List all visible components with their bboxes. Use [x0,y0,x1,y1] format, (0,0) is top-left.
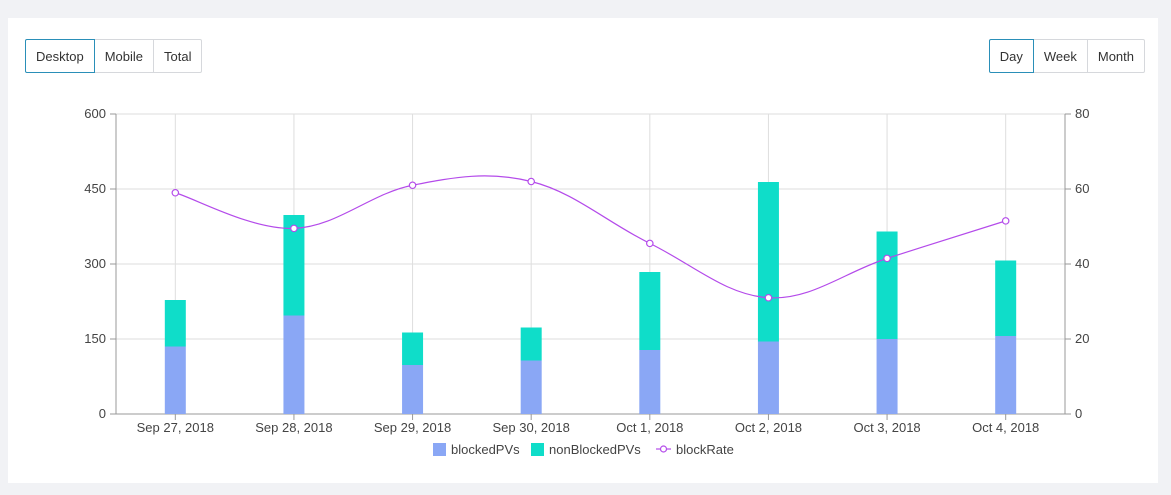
period-filter-group: Day Week Month [988,39,1145,73]
x-tick-label: Sep 30, 2018 [493,420,570,435]
y-left-tick-label: 0 [99,406,106,421]
legend-nonBlockedPVs-label: nonBlockedPVs [549,442,641,457]
x-tick-label: Oct 1, 2018 [616,420,683,435]
legend-blockedPVs-label: blockedPVs [451,442,520,457]
y-left-tick-label: 450 [84,181,106,196]
y-left-tick-label: 150 [84,331,106,346]
y-left-tick-label: 300 [84,256,106,271]
chart-card: Desktop Mobile Total Day Week Month 0 150… [8,18,1158,483]
point-blockRate [408,181,417,190]
bar-blockedPVs [402,365,424,414]
bar-blockedPVs [995,336,1017,414]
device-filter-group: Desktop Mobile Total [25,39,203,73]
x-tick-label: Oct 2, 2018 [735,420,802,435]
stacked-bar-line-chart: 0 150 300 450 600 0 20 40 60 80 Sep 27, 2018 Sep 28… [84,106,1089,457]
y-right-tick-label: 20 [1075,331,1089,346]
x-tick-label: Oct 3, 2018 [853,420,920,435]
point-blockRate [764,293,773,302]
x-tick-label: Oct 4, 2018 [972,420,1039,435]
bar-nonBlockedPVs [520,327,542,361]
day-tab[interactable]: Day [988,39,1034,73]
x-tick-label: Sep 28, 2018 [255,420,332,435]
legend-blockRate-label: blockRate [676,442,734,457]
bar-nonBlockedPVs [402,332,424,365]
y-right-tick-label: 40 [1075,256,1089,271]
week-tab[interactable]: Week [1032,39,1088,73]
point-blockRate [171,188,180,197]
bar-nonBlockedPVs [757,182,779,342]
bar-nonBlockedPVs [995,260,1017,336]
month-tab[interactable]: Month [1086,39,1145,73]
y-left-tick-label: 600 [84,106,106,121]
point-blockRate [646,239,654,248]
bar-blockedPVs [520,360,542,414]
bar-blockedPVs [876,339,898,414]
y-right-tick-label: 60 [1075,181,1089,196]
line-blockRate [175,175,1006,299]
point-blockRate [883,254,891,263]
bar-nonBlockedPVs [164,300,186,347]
bar-blockedPVs [283,315,305,414]
y-right-tick-label: 0 [1075,406,1082,421]
total-tab[interactable]: Total [153,39,203,73]
point-blockRate [527,177,535,186]
legend-blockRate-marker [659,445,668,453]
desktop-tab[interactable]: Desktop [25,39,95,73]
legend-nonBlockedPVs-swatch [531,443,544,456]
point-blockRate [1001,217,1010,225]
bar-nonBlockedPVs [639,272,661,350]
bar-nonBlockedPVs [283,215,305,316]
bar-blockedPVs [164,346,186,414]
bar-blockedPVs [639,350,661,414]
y-right-tick-label: 80 [1075,106,1089,121]
legend-blockedPVs-swatch [433,443,446,456]
bar-blockedPVs [757,341,779,414]
x-tick-label: Sep 29, 2018 [374,420,451,435]
point-blockRate [290,224,298,233]
x-tick-label: Sep 27, 2018 [137,420,214,435]
bar-nonBlockedPVs [876,231,898,339]
